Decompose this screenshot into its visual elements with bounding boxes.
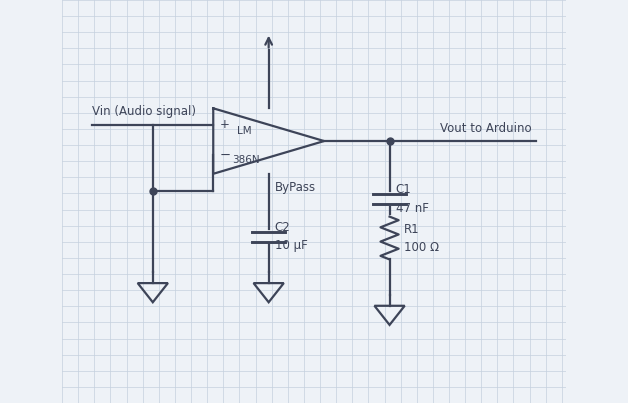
Text: 100 Ω: 100 Ω [404,241,439,253]
Text: Vin (Audio signal): Vin (Audio signal) [92,105,197,118]
Text: 10 μF: 10 μF [274,239,308,252]
Text: LM: LM [237,126,252,136]
Text: Vout to Arduino: Vout to Arduino [440,122,531,135]
Text: R1: R1 [404,222,420,235]
Text: 386N: 386N [232,155,260,165]
Text: ByPass: ByPass [274,181,316,194]
Text: C2: C2 [274,221,291,234]
Text: +: + [219,118,229,131]
Text: −: − [219,149,230,162]
Text: C1: C1 [396,183,411,197]
Text: 47 nF: 47 nF [396,202,428,214]
